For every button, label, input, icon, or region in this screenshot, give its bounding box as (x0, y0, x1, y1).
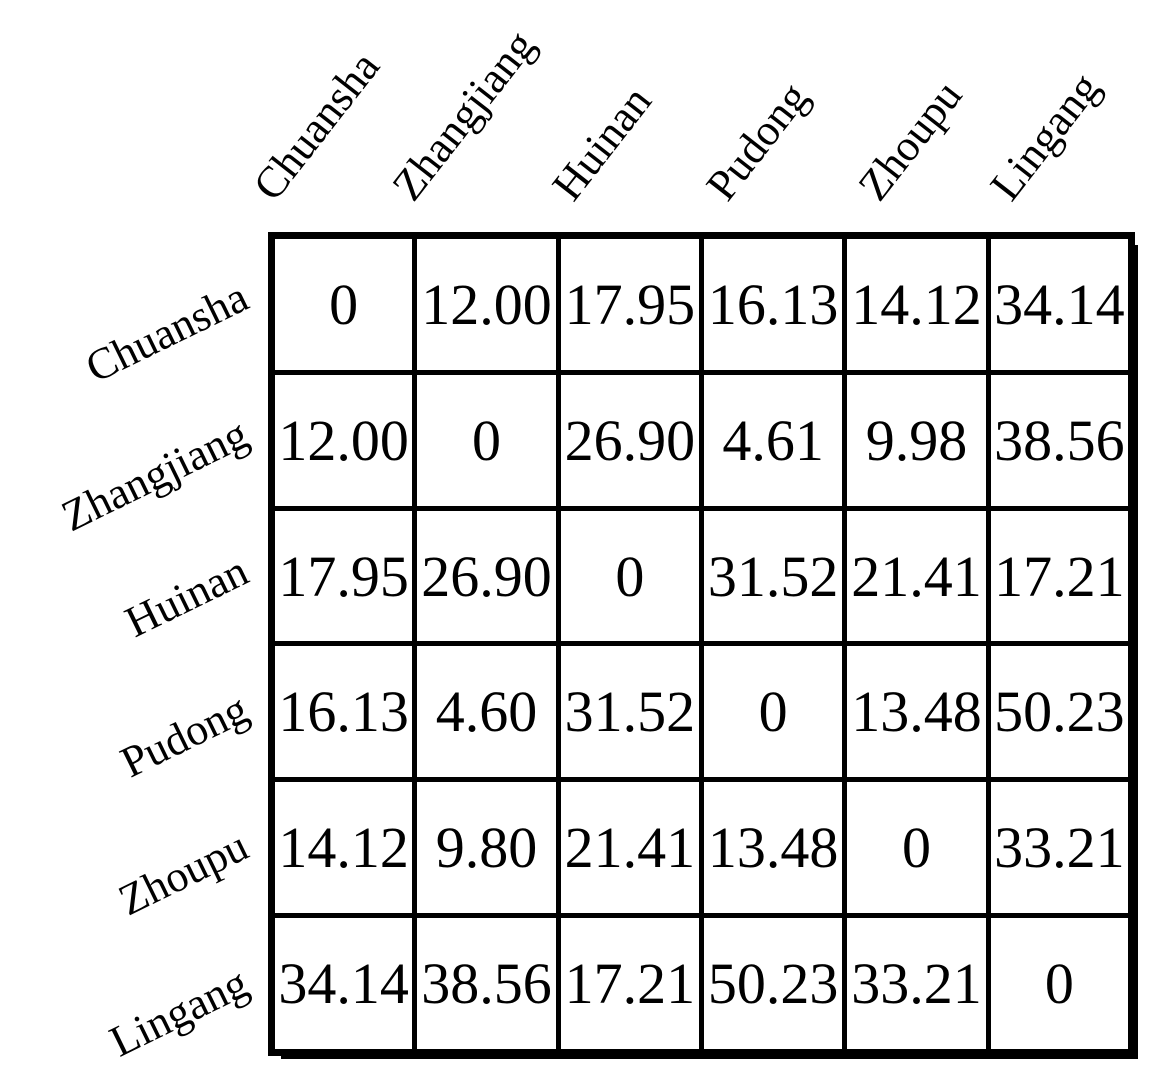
matrix-cell-r3c1: 4.60 (412, 641, 561, 782)
matrix-cell-r0c0: 0 (268, 232, 418, 376)
matrix-cell-r2c4: 21.41 (842, 505, 991, 647)
matrix-cell-r1c5: 38.56 (985, 370, 1135, 511)
matrix-cell-r1c1: 0 (412, 370, 561, 511)
matrix-row-zhoupu: 14.12 9.80 21.41 13.48 0 33.21 (268, 777, 1135, 918)
matrix-cell-r5c4: 33.21 (842, 912, 991, 1056)
matrix-cell-r1c4: 9.98 (842, 370, 991, 511)
matrix-cell-r0c4: 14.12 (842, 232, 991, 376)
matrix-row-lingang: 34.14 38.56 17.21 50.23 33.21 0 (268, 912, 1135, 1056)
row-label-huinan: Huinan (117, 546, 256, 647)
matrix-cell-r2c5: 17.21 (985, 505, 1135, 647)
col-header-chuansha: Chuansha (243, 42, 390, 210)
matrix-cell-r5c1: 38.56 (412, 912, 561, 1056)
row-label-zhoupu: Zhoupu (111, 821, 256, 926)
matrix-cell-r2c1: 26.90 (412, 505, 561, 647)
col-header-huinan: Huinan (542, 77, 661, 210)
col-header-pudong: Pudong (696, 73, 819, 210)
matrix-cell-r4c0: 14.12 (268, 777, 418, 918)
matrix-cell-r5c0: 34.14 (268, 912, 418, 1056)
col-header-lingang: Lingang (980, 63, 1110, 210)
matrix-cell-r3c4: 13.48 (842, 641, 991, 782)
matrix-cell-r0c2: 17.95 (555, 232, 704, 376)
matrix-cell-r0c1: 12.00 (412, 232, 561, 376)
row-label-chuansha: Chuansha (78, 272, 256, 393)
matrix-cell-r4c3: 13.48 (698, 777, 848, 918)
matrix-row-huinan: 17.95 26.90 0 31.52 21.41 17.21 (268, 505, 1135, 647)
matrix-row-chuansha: 0 12.00 17.95 16.13 14.12 34.14 (268, 232, 1135, 376)
col-header-zhangjiang: Zhangjiang (382, 21, 545, 210)
row-label-pudong: Pudong (113, 684, 256, 788)
matrix-cell-r4c4: 0 (842, 777, 991, 918)
matrix-cell-r3c2: 31.52 (555, 641, 704, 782)
matrix-table: 0 12.00 17.95 16.13 14.12 34.14 12.00 0 … (268, 232, 1135, 1056)
matrix-cell-r3c3: 0 (698, 641, 848, 782)
matrix-cell-r1c3: 4.61 (698, 370, 848, 511)
matrix-cell-r3c0: 16.13 (268, 641, 418, 782)
matrix-cell-r4c1: 9.80 (412, 777, 561, 918)
matrix-cell-r5c3: 50.23 (698, 912, 848, 1056)
matrix-cell-r0c5: 34.14 (985, 232, 1135, 376)
matrix-cell-r2c0: 17.95 (268, 505, 418, 647)
matrix-cell-r5c5: 0 (985, 912, 1135, 1056)
matrix-cell-r5c2: 17.21 (555, 912, 704, 1056)
matrix-row-zhangjiang: 12.00 0 26.90 4.61 9.98 38.56 (268, 370, 1135, 511)
matrix-cell-r2c2: 0 (555, 505, 704, 647)
matrix-cell-r1c0: 12.00 (268, 370, 418, 511)
matrix-cell-r4c5: 33.21 (985, 777, 1135, 918)
col-header-zhoupu: Zhoupu (848, 71, 972, 210)
matrix-row-pudong: 16.13 4.60 31.52 0 13.48 50.23 (268, 641, 1135, 782)
row-label-zhangjiang: Zhangjiang (53, 409, 256, 541)
matrix-cell-r3c5: 50.23 (985, 641, 1135, 782)
row-label-lingang: Lingang (102, 958, 256, 1067)
matrix-cell-r1c2: 26.90 (555, 370, 704, 511)
matrix-cell-r4c2: 21.41 (555, 777, 704, 918)
matrix-cell-r2c3: 31.52 (698, 505, 848, 647)
matrix-cell-r0c3: 16.13 (698, 232, 848, 376)
